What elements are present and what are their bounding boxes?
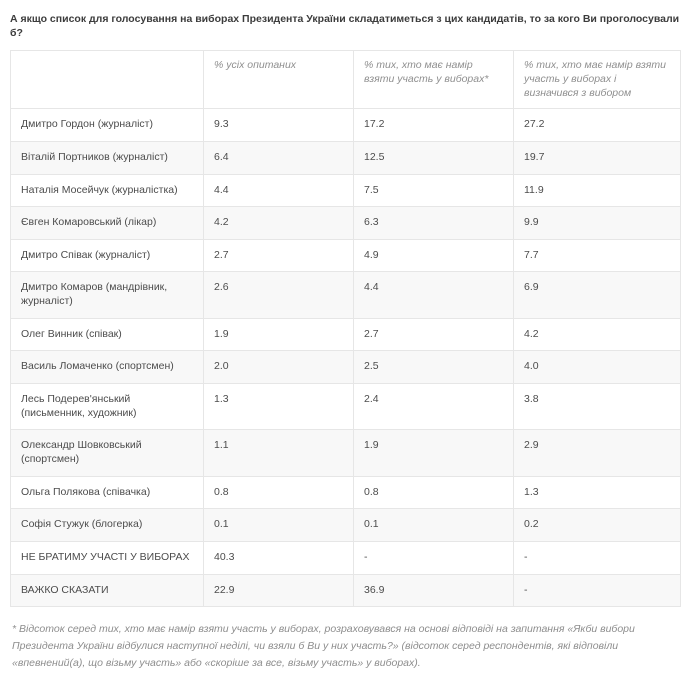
table-row: НЕ БРАТИМУ УЧАСТІ У ВИБОРАХ 40.3- - (10, 540, 681, 575)
table-cell: 17.2 (353, 108, 514, 142)
table-cell: 2.6 (203, 271, 354, 319)
table-cell: 0.2 (513, 508, 681, 542)
column-header-1: % усіх опитаних (203, 50, 354, 110)
table-row: Дмитро Гордон (журналіст) 9.3 17.2 27.2 (10, 108, 681, 142)
column-header-2: % тих, хто має намір взяти участь у вибо… (353, 50, 514, 110)
table-cell: 0.1 (203, 508, 354, 542)
table-body: Дмитро Гордон (журналіст) 9.3 17.2 27.2 Віта… (10, 108, 681, 608)
row-label: Віталій Портников (журналіст) (10, 140, 204, 175)
table-cell: 2.7 (203, 238, 354, 273)
table-row: Дмитро Співак (журналіст) 2.7 4.9 7.7 (10, 238, 681, 273)
row-label: Дмитро Співак (журналіст) (10, 238, 204, 273)
table-cell: 4.9 (353, 238, 514, 273)
table-cell: 1.3 (513, 475, 681, 510)
table-cell: 4.4 (203, 173, 354, 208)
row-label: Софія Стужук (блогерка) (10, 508, 204, 542)
table-row: Євген Комаровський (лікар) 4.2 6.3 9.9 (10, 206, 681, 240)
header-row: % усіх опитаних% тих, хто має намір взят… (10, 50, 681, 110)
table-cell: 2.5 (353, 350, 514, 385)
row-label: Ольга Полякова (співачка) (10, 475, 204, 510)
table-row: Ольга Полякова (співачка) 0.8 0.8 1.3 (10, 475, 681, 510)
table-cell: 4.2 (513, 317, 681, 352)
row-label: ВАЖКО СКАЗАТИ (10, 573, 204, 608)
table-cell: 6.9 (513, 271, 681, 319)
row-label: Лесь Подерев'янський (письменник, художн… (10, 383, 204, 431)
table-cell: 7.5 (353, 173, 514, 208)
table-cell: 40.3 (203, 540, 354, 575)
table-cell: 1.9 (353, 429, 514, 477)
table-cell: 6.3 (353, 206, 514, 240)
table-header: % усіх опитаних% тих, хто має намір взят… (10, 50, 681, 110)
table-cell: 4.0 (513, 350, 681, 385)
column-header-0 (10, 50, 204, 110)
table-row: Олег Винник (співак) 1.9 2.7 4.2 (10, 317, 681, 352)
table-cell: 11.9 (513, 173, 681, 208)
table-cell: 19.7 (513, 140, 681, 175)
table-cell: - (513, 540, 681, 575)
table-cell: 1.3 (203, 383, 354, 431)
table-cell: 6.4 (203, 140, 354, 175)
table-cell: 4.4 (353, 271, 514, 319)
column-header-3: % тих, хто має намір взяти участь у вибо… (513, 50, 681, 110)
table-cell: 12.5 (353, 140, 514, 175)
table-cell: 0.1 (353, 508, 514, 542)
row-label: Наталія Мосейчук (журналістка) (10, 173, 204, 208)
table-cell: - (353, 540, 514, 575)
table-row: Лесь Подерев'янський (письменник, художн… (10, 383, 681, 431)
table-cell: 36.9 (353, 573, 514, 608)
table-cell: 0.8 (203, 475, 354, 510)
poll-table: % усіх опитаних% тих, хто має намір взят… (10, 50, 681, 608)
row-label: Євген Комаровський (лікар) (10, 206, 204, 240)
row-label: НЕ БРАТИМУ УЧАСТІ У ВИБОРАХ (10, 540, 204, 575)
footnote: * Відсоток серед тих, хто має намір взят… (12, 623, 635, 669)
table-cell: 4.2 (203, 206, 354, 240)
table-cell: 2.9 (513, 429, 681, 477)
table-row: Віталій Портников (журналіст) 6.4 12.5 19.7 (10, 140, 681, 175)
page-title: А якщо список для голосування на виборах… (10, 13, 680, 40)
table-cell: 7.7 (513, 238, 681, 273)
table-row: Софія Стужук (блогерка) 0.1 0.1 0.2 (10, 508, 681, 542)
table-cell: - (513, 573, 681, 608)
row-label: Олександр Шовковський (спортсмен) (10, 429, 204, 477)
table-cell: 27.2 (513, 108, 681, 142)
row-label: Олег Винник (співак) (10, 317, 204, 352)
row-label: Дмитро Комаров (мандрівник, журналіст) (10, 271, 204, 319)
table-row: Олександр Шовковський (спортсмен) 1.1 1.9 2… (10, 429, 681, 477)
table-row: Дмитро Комаров (мандрівник, журналіст) 2.… (10, 271, 681, 319)
table-cell: 0.8 (353, 475, 514, 510)
table-row: ВАЖКО СКАЗАТИ 22.9 36.9- (10, 573, 681, 608)
table-cell: 22.9 (203, 573, 354, 608)
table-cell: 9.9 (513, 206, 681, 240)
table-cell: 1.1 (203, 429, 354, 477)
table-cell: 9.3 (203, 108, 354, 142)
table-cell: 3.8 (513, 383, 681, 431)
row-label: Василь Ломаченко (спортсмен) (10, 350, 204, 385)
table-cell: 2.0 (203, 350, 354, 385)
table-cell: 2.4 (353, 383, 514, 431)
table-cell: 1.9 (203, 317, 354, 352)
table-cell: 2.7 (353, 317, 514, 352)
table-row: Василь Ломаченко (спортсмен) 2.0 2.5 4.0 (10, 350, 681, 385)
row-label: Дмитро Гордон (журналіст) (10, 108, 204, 142)
table-row: Наталія Мосейчук (журналістка) 4.4 7.5 11.9 (10, 173, 681, 208)
